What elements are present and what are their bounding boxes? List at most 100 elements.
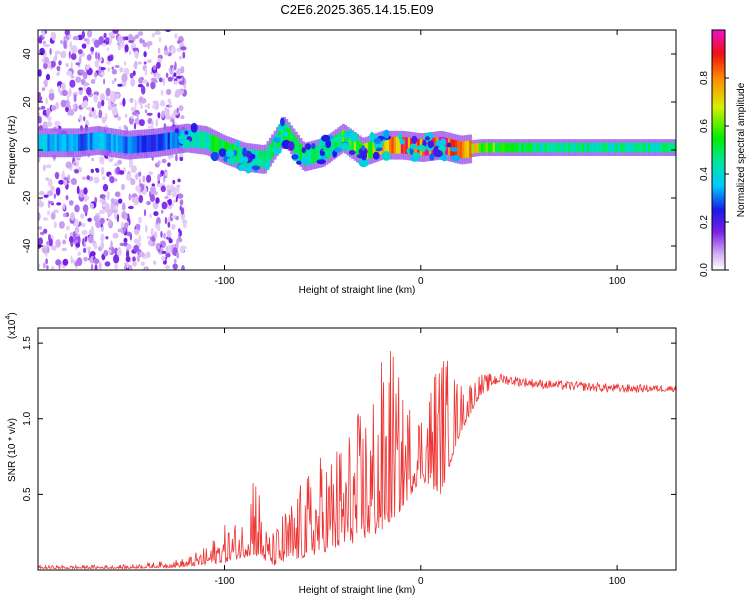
noise-speck [155,118,158,127]
signal-cell [480,142,484,153]
noise-speck [107,55,113,62]
noise-speck [38,263,41,269]
signal-blob [358,157,369,168]
signal-cell [42,134,46,152]
signal-blob [263,160,271,170]
noise-speck [130,178,136,186]
noise-speck [179,156,184,162]
signal-cell [610,142,614,153]
noise-speck [172,119,175,126]
noise-speck [161,250,167,254]
noise-speck [86,175,90,181]
noise-speck [93,39,100,48]
noise-speck [100,72,105,76]
signal-cell [523,142,527,153]
noise-speck [55,101,59,110]
signal-blob [240,156,249,164]
noise-speck [89,202,94,209]
noise-speck [147,118,153,124]
noise-speck [131,111,137,116]
signal-cell [570,142,574,153]
signal-cell [351,136,355,153]
spectrogram-signal [38,117,676,174]
noise-speck [153,80,158,83]
noise-speck [86,107,92,111]
signal-cell [214,136,218,154]
noise-speck [57,85,61,93]
snr-y-ticks: 0.5 1.0 1.5 [22,336,676,501]
signal-cell [634,142,637,153]
noise-speck [95,51,98,60]
spectrogram-y-axis-label: Frequency (Hz) [7,116,18,185]
noise-speck [80,213,85,220]
signal-cell [539,142,543,153]
signal-cell [63,134,67,152]
signal-cell [537,142,541,153]
noise-speck [94,60,99,68]
signal-cell [353,138,357,155]
noise-speck [124,61,127,66]
noise-speck [49,48,52,55]
noise-speck [163,232,166,239]
noise-speck [107,105,113,111]
signal-blob [334,147,342,153]
noise-speck [53,221,57,229]
noise-speck [38,36,43,44]
signal-cell [301,147,305,164]
signal-blob [450,154,461,162]
signal-cell [506,142,510,153]
noise-speck [134,228,140,236]
noise-speck [112,30,119,34]
noise-speck [43,217,49,221]
noise-speck [45,177,49,181]
noise-speck [114,191,120,197]
noise-speck [164,217,167,225]
noise-speck [84,100,89,108]
signal-blob [285,124,290,129]
noise-speck [146,251,151,258]
signal-cell [219,139,223,156]
noise-speck [147,125,153,129]
noise-speck [44,56,50,64]
noise-speck [98,261,102,270]
noise-speck [93,243,98,250]
signal-blob [190,122,198,133]
noise-speck [124,44,129,53]
signal-blob [373,137,382,145]
signal-cell [471,143,475,154]
signal-cell [144,135,147,153]
signal-cell [238,146,242,164]
noise-speck [45,258,48,265]
noise-speck [168,238,173,244]
y-tick-label: -20 [22,190,33,205]
noise-speck [132,70,136,76]
signal-blob [343,145,351,151]
noise-speck [104,261,111,267]
noise-speck [43,164,46,172]
noise-speck [103,78,106,85]
noise-speck [152,104,157,109]
signal-cell [414,138,418,156]
signal-cell [638,142,642,153]
noise-speck [111,103,118,107]
signal-cell [615,142,619,153]
noise-speck [150,81,156,90]
noise-speck [44,79,48,88]
signal-cell [492,142,496,153]
signal-cell [129,136,133,154]
noise-speck [149,186,156,194]
noise-speck [178,56,182,60]
noise-speck [94,264,98,270]
noise-speck [40,105,46,110]
noise-speck [93,176,100,184]
signal-cell [497,142,501,153]
noise-speck [158,36,162,43]
noise-speck [167,162,171,167]
noise-speck [82,71,88,80]
noise-speck [42,262,46,269]
noise-speck [108,249,112,254]
x-tick-label: 100 [609,276,626,287]
signal-cell [49,134,53,152]
signal-blob [249,153,256,160]
noise-speck [93,114,99,119]
